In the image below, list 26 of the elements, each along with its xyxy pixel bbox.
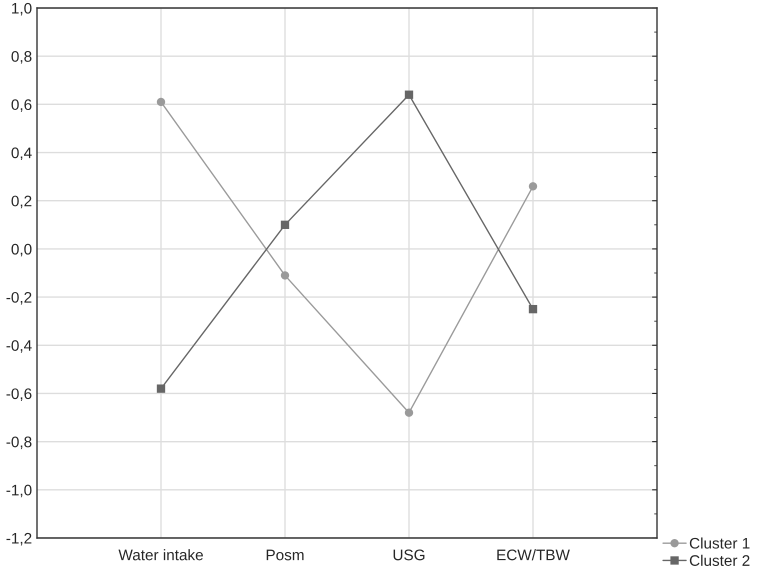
y-tick-label: 0,8: [12, 51, 32, 64]
y-tick-label: -0,6: [6, 388, 32, 401]
y-tick-label: -0,8: [6, 436, 32, 450]
y-tick-label: -1,2: [6, 532, 32, 546]
y-tick-label: -1,0: [6, 484, 32, 498]
point: [528, 182, 538, 190]
x-tick-label: ECW/TBW: [497, 549, 570, 560]
y-tick-label: -0,2: [6, 292, 32, 305]
legend-label: Cluster 2: [690, 554, 750, 566]
y-tick-label: 0,4: [12, 147, 32, 160]
point: [528, 304, 538, 314]
y-tick-label: 0,0: [12, 244, 32, 256]
point: [156, 98, 166, 106]
point: [156, 384, 166, 393]
y-tick-label: 0,2: [12, 196, 32, 208]
y-tick-label: -0,4: [6, 340, 32, 353]
x-tick-label: USG: [394, 550, 424, 560]
x-tick-label: Water intake: [118, 549, 203, 560]
y-tick-label: 1,0: [12, 2, 32, 16]
x-tick-label: Posm: [266, 550, 304, 560]
legend-label: Cluster 1: [690, 537, 750, 549]
point: [280, 220, 290, 229]
y-tick-label: 0,6: [12, 99, 32, 112]
point: [280, 271, 290, 280]
point: [404, 408, 414, 417]
point: [404, 90, 414, 99]
